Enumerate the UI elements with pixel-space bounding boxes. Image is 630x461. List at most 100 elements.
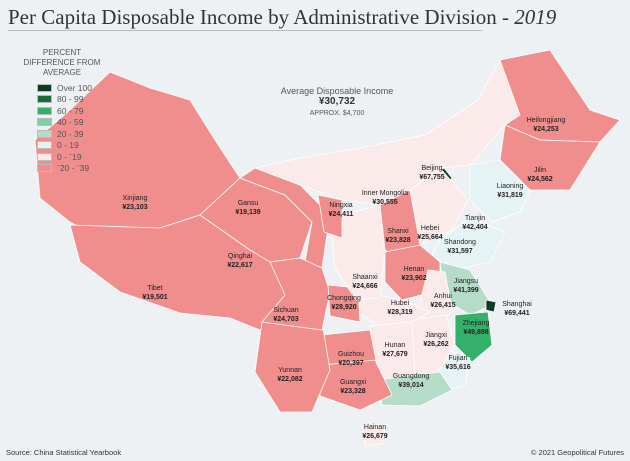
legend-heading: PERCENT DIFFERENCE FROM AVERAGE <box>23 48 101 77</box>
province-label: Qinghai <box>228 253 253 260</box>
province-label: Xinjiang <box>123 195 148 202</box>
province-label: Ningxia <box>329 202 352 209</box>
source-note: Source: China Statistical Yearbook <box>6 448 122 457</box>
legend-label: 20 - 39 <box>57 128 84 139</box>
province-label: Zhejiang <box>463 320 490 327</box>
province-value: ¥24,562 <box>527 176 552 183</box>
province-value: ¥26,262 <box>423 341 448 348</box>
title-text: Per Capita Disposable Income by Administ… <box>8 5 515 29</box>
province-label: Shaanxi <box>352 274 378 281</box>
legend-label: 0 - ˉ19 <box>57 151 82 162</box>
province-value: ¥69,441 <box>504 310 529 317</box>
province-value: ¥19,139 <box>235 209 260 216</box>
title-rule <box>8 30 482 31</box>
average-value: ¥30,732 <box>318 96 356 107</box>
province-value: ¥24,666 <box>352 283 377 290</box>
province-ningxia <box>317 194 343 239</box>
province-label: Guizhou <box>338 351 364 358</box>
province-guangdong <box>377 371 453 407</box>
legend-item: 60 - 79 <box>37 105 106 117</box>
average-label: Average Disposable Income <box>280 86 394 96</box>
province-label: Hebei <box>421 225 440 232</box>
legend-swatch <box>37 141 52 150</box>
province-label: Shandong <box>444 239 476 246</box>
province-value: ¥23,902 <box>401 275 426 282</box>
province-label: Yunnan <box>278 367 302 374</box>
province-label: Guangxi <box>340 379 367 386</box>
province-value: ¥41,399 <box>453 287 478 294</box>
average-annotation: Average Disposable Income ¥30,732 APPROX… <box>270 86 404 117</box>
province-zhejiang <box>454 311 493 363</box>
province-value: ¥35,616 <box>445 364 470 371</box>
legend: PERCENT DIFFERENCE FROM AVERAGE Over 100… <box>18 48 106 174</box>
province-label: Jilin <box>534 167 546 174</box>
legend-item: Over 100 <box>37 82 106 94</box>
province-liaoning <box>469 159 531 223</box>
province-label: Shanxi <box>387 228 409 235</box>
legend-swatch <box>37 129 52 138</box>
province-label: Anhui <box>434 293 452 300</box>
province-value: ¥24,253 <box>533 126 558 133</box>
province-label: Heilongjiang <box>527 117 566 124</box>
province-label: Shanghai <box>502 301 532 308</box>
legend-swatch <box>37 106 52 115</box>
province-label: Beijing <box>421 165 442 172</box>
province-label: Jiangsu <box>454 278 478 285</box>
legend-label: Over 100 <box>57 82 92 93</box>
province-value: ¥23,828 <box>385 237 410 244</box>
average-approx: APPROX. $4,700 <box>309 110 365 117</box>
province-value: ¥19,501 <box>142 294 167 301</box>
province-value: ¥23,328 <box>340 388 365 395</box>
province-value: ¥67,755 <box>419 174 444 181</box>
province-value: ¥27,679 <box>382 351 407 358</box>
province-value: ¥31,597 <box>447 248 472 255</box>
province-label: Liaoning <box>497 183 524 190</box>
legend-label: ˉ20 - ˉ39 <box>57 163 90 174</box>
province-label: Inner Mongolia <box>362 190 408 197</box>
legend-item: 40 - 59 <box>37 117 106 129</box>
province-sichuan <box>261 257 331 331</box>
copyright: © 2021 Geopolitical Futures <box>530 448 624 457</box>
province-value: ¥24,703 <box>273 316 298 323</box>
legend-item: ˉ20 - ˉ39 <box>37 163 106 175</box>
province-value: ¥26,679 <box>362 433 387 440</box>
legend-item: 0 - 19 <box>37 140 106 152</box>
legend-label: 0 - 19 <box>57 140 79 151</box>
province-heilongjiang <box>499 49 621 143</box>
province-shanghai <box>485 299 497 313</box>
province-label: Guangdong <box>393 373 430 380</box>
province-value: ¥31,819 <box>497 192 522 199</box>
province-value: ¥20,397 <box>338 360 363 367</box>
province-label: Jiangxi <box>425 332 447 339</box>
legend-label: 80 - 99 <box>57 94 84 105</box>
province-value: ¥28,920 <box>331 304 356 311</box>
province-value: ¥25,664 <box>417 234 442 241</box>
legend-label: 60 - 79 <box>57 105 84 116</box>
province-label: Chongqing <box>327 295 361 302</box>
legend-label: 40 - 59 <box>57 117 84 128</box>
province-label: Henan <box>404 266 425 273</box>
province-hebei <box>409 167 469 246</box>
province-value: ¥23,103 <box>122 204 147 211</box>
legend-item: 0 - ˉ19 <box>37 151 106 163</box>
province-value: ¥22,617 <box>227 262 252 269</box>
province-label: Hubei <box>391 300 410 307</box>
legend-swatch <box>37 164 52 173</box>
province-label: Tianjin <box>465 215 485 222</box>
legend-swatch <box>37 118 52 127</box>
province-hainan <box>361 423 387 447</box>
province-label: Fujian <box>448 355 467 362</box>
province-value: ¥26,415 <box>430 302 455 309</box>
province-value: ¥49,898 <box>463 329 488 336</box>
province-label: Sichuan <box>273 307 298 314</box>
province-value: ¥42,404 <box>462 224 487 231</box>
province-value: ¥22,082 <box>277 376 302 383</box>
legend-swatch <box>37 95 52 104</box>
province-label: Hunan <box>385 342 406 349</box>
province-value: ¥30,555 <box>372 199 397 206</box>
legend-item: 20 - 39 <box>37 128 106 140</box>
province-label: Gansu <box>238 200 259 207</box>
province-shaanxi <box>329 204 386 301</box>
